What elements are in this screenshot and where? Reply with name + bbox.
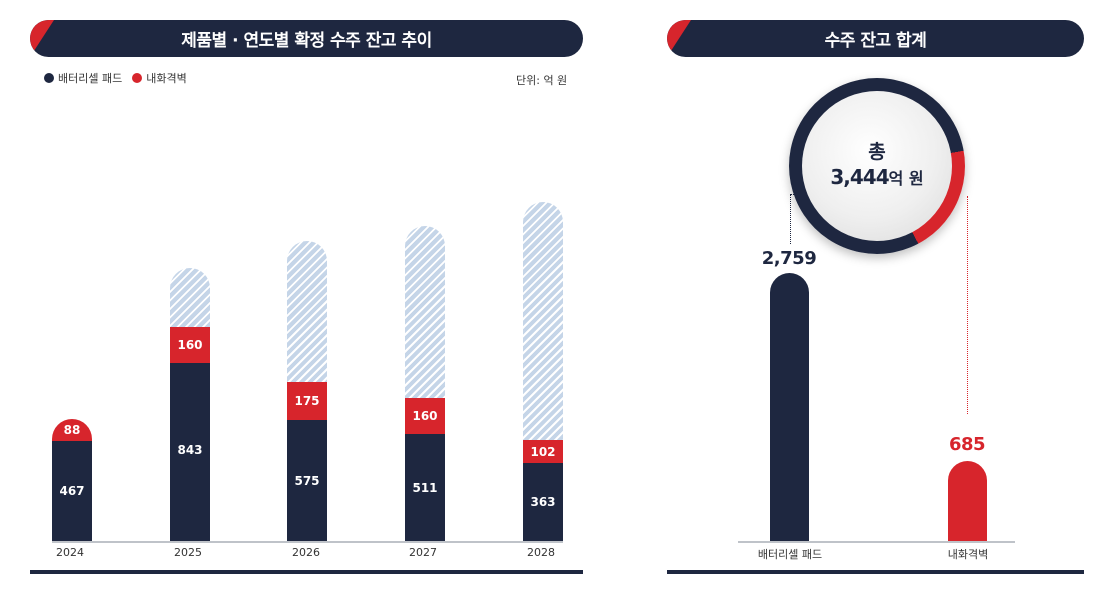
left-chart-baseline xyxy=(52,541,563,543)
segment-forecast-2026 xyxy=(287,241,327,382)
connector-battery xyxy=(790,194,791,244)
x-label-2026: 2026 xyxy=(292,546,320,559)
segment-battery-2025: 843 xyxy=(170,363,210,541)
legend-dot-navy-icon xyxy=(44,73,54,83)
right-panel-title: 수주 잔고 합계 xyxy=(824,31,927,51)
header-accent xyxy=(667,20,705,57)
donut-center: 총 3,444억 원 xyxy=(802,91,952,241)
right-chart-baseline xyxy=(738,541,1015,543)
segment-firewall-2028: 102 xyxy=(523,440,563,463)
segment-forecast-2027 xyxy=(405,226,445,398)
bar-firewall-total xyxy=(948,461,987,541)
total-label: 총 xyxy=(868,141,886,163)
bar-battery-pad-total xyxy=(770,273,809,541)
header-accent xyxy=(30,20,68,57)
legend-item-battery-pad: 배터리셀 패드 xyxy=(44,70,122,86)
segment-firewall-2024: 88 xyxy=(52,419,92,441)
x-label-2024: 2024 xyxy=(56,546,84,559)
segment-battery-2026: 575 xyxy=(287,420,327,541)
total-donut: 총 3,444억 원 xyxy=(789,78,965,254)
x-label-2027: 2027 xyxy=(409,546,437,559)
total-value: 3,444억 원 xyxy=(830,165,924,189)
value-firewall: 685 xyxy=(948,434,986,455)
x-label-firewall: 내화격벽 xyxy=(947,548,989,561)
right-panel-bottom-rule xyxy=(667,570,1084,574)
left-panel-title-bar: 제품별 · 연도별 확정 수주 잔고 추이 xyxy=(30,20,583,57)
chart-legend: 배터리셀 패드 내화격벽 xyxy=(44,70,193,86)
legend-item-firewall: 내화격벽 xyxy=(132,70,187,86)
value-battery-pad: 2,759 xyxy=(761,248,817,269)
unit-label: 단위: 억 원 xyxy=(516,74,568,87)
left-panel-title: 제품별 · 연도별 확정 수주 잔고 추이 xyxy=(181,31,432,51)
x-label-2025: 2025 xyxy=(174,546,202,559)
segment-battery-2027: 511 xyxy=(405,434,445,541)
segment-firewall-2026: 175 xyxy=(287,382,327,420)
x-label-battery-pad: 배터리셀 패드 xyxy=(757,548,823,561)
connector-firewall xyxy=(967,196,968,414)
left-panel-bottom-rule xyxy=(30,570,583,574)
segment-battery-2024: 467 xyxy=(52,441,92,541)
segment-forecast-2028 xyxy=(523,202,563,440)
legend-dot-red-icon xyxy=(132,73,143,83)
segment-firewall-2027: 160 xyxy=(405,398,445,434)
right-panel-title-bar: 수주 잔고 합계 xyxy=(667,20,1084,57)
segment-forecast-2025 xyxy=(170,268,210,327)
segment-battery-2028: 363 xyxy=(523,463,563,541)
x-label-2028: 2028 xyxy=(527,546,555,559)
segment-firewall-2025: 160 xyxy=(170,327,210,363)
